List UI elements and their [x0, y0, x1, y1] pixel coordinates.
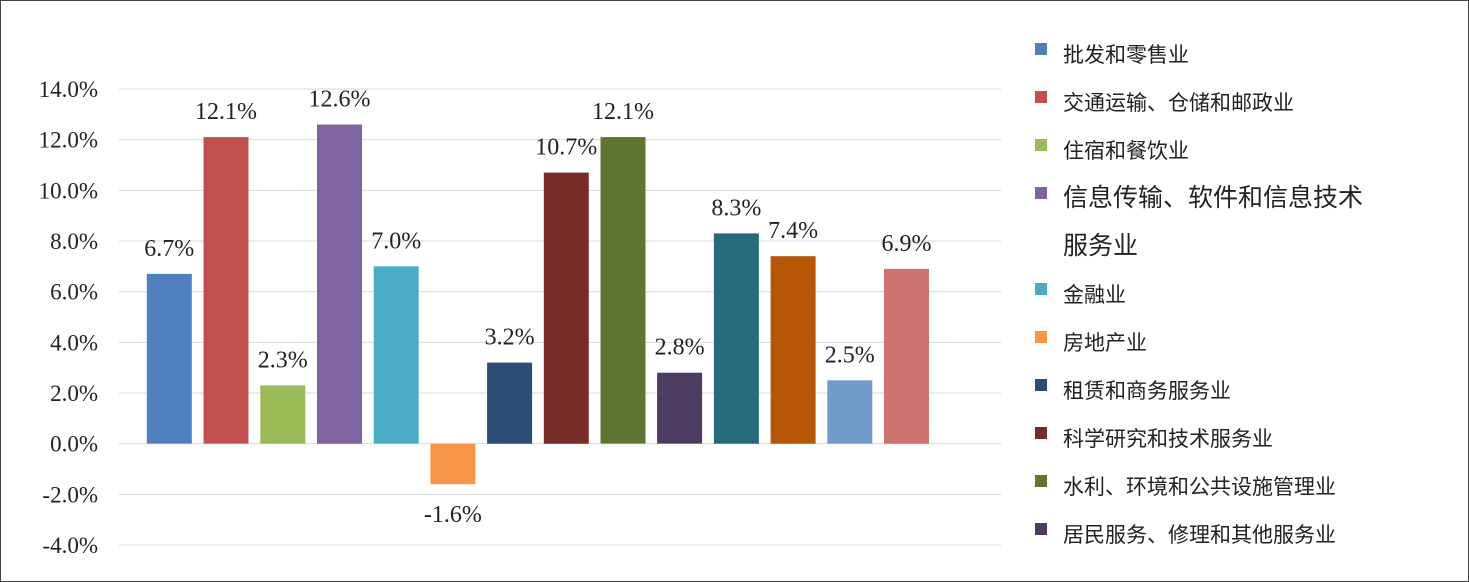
data-label: 2.5% — [825, 342, 875, 368]
legend-label: 房地产业 — [1063, 331, 1147, 355]
legend-swatch — [1035, 379, 1047, 391]
data-label: 2.8% — [655, 335, 705, 361]
y-tick-label: 14.0% — [39, 77, 98, 102]
data-label: 3.2% — [485, 325, 535, 351]
legend-swatch — [1035, 283, 1047, 295]
data-label: 6.9% — [882, 231, 932, 257]
y-tick-label: -2.0% — [42, 482, 98, 507]
y-tick-label: 2.0% — [50, 381, 98, 406]
legend-label: 信息传输、软件和信息技术 — [1063, 183, 1363, 212]
data-label: 7.4% — [768, 218, 818, 244]
bar — [600, 137, 646, 444]
y-axis-ticks: -4.0% -2.0% 0.0% 2.0% 4.0% 6.0% 8.0% 10.0% 12.0%… — [39, 77, 98, 558]
legend-swatch — [1035, 523, 1047, 535]
bar — [203, 137, 249, 444]
legend-swatch — [1035, 139, 1047, 151]
y-tick-label: 8.0% — [50, 229, 98, 254]
y-tick-label: 10.0% — [39, 178, 98, 203]
legend-swatch — [1035, 475, 1047, 487]
legend-swatch — [1035, 43, 1047, 55]
bar — [827, 380, 873, 444]
legend-label: 金融业 — [1063, 283, 1126, 307]
legend-label: 交通运输、仓储和邮政业 — [1063, 91, 1294, 115]
bar — [770, 256, 816, 444]
bar — [430, 443, 476, 485]
legend-label: 批发和零售业 — [1063, 43, 1189, 67]
legend: 批发和零售业交通运输、仓储和邮政业住宿和餐饮业信息传输、软件和信息技术服务业金融… — [1035, 43, 1363, 547]
data-label: -1.6% — [424, 502, 482, 528]
legend-label: 住宿和餐饮业 — [1063, 139, 1189, 163]
y-tick-label: 0.0% — [50, 432, 98, 457]
bar — [884, 268, 929, 444]
data-label: 12.1% — [195, 99, 257, 125]
bar — [713, 233, 759, 444]
bar — [373, 266, 419, 444]
data-label: 7.0% — [371, 228, 421, 254]
data-labels: 6.7% 12.1% 2.3% 12.6% 7.0% -1.6% 3.2% 10.7% 12.1… — [144, 87, 931, 529]
legend-swatch — [1035, 427, 1047, 439]
data-label: 2.3% — [258, 347, 308, 373]
data-label: 12.6% — [309, 87, 371, 113]
data-label: 8.3% — [711, 195, 761, 221]
bar — [146, 273, 192, 444]
legend-swatch — [1035, 187, 1047, 199]
legend-label: 租赁和商务服务业 — [1063, 379, 1231, 403]
bar — [487, 362, 533, 444]
bar — [543, 172, 589, 444]
y-tick-label: 4.0% — [50, 330, 98, 355]
legend-label: 居民服务、修理和其他服务业 — [1063, 523, 1336, 547]
legend-swatch — [1035, 331, 1047, 343]
data-label: 12.1% — [592, 99, 654, 125]
bar — [657, 372, 703, 444]
bar — [317, 124, 362, 444]
bars — [146, 124, 929, 485]
bar — [260, 385, 306, 444]
y-tick-label: -4.0% — [42, 533, 98, 558]
legend-swatch — [1035, 91, 1047, 103]
y-tick-label: 6.0% — [50, 280, 98, 305]
legend-label: 水利、环境和公共设施管理业 — [1063, 475, 1336, 499]
y-tick-label: 12.0% — [39, 128, 98, 153]
data-label: 6.7% — [144, 236, 194, 262]
data-label: 10.7% — [535, 135, 597, 161]
legend-label: 科学研究和技术服务业 — [1063, 427, 1273, 451]
legend-label: 服务业 — [1063, 231, 1138, 260]
